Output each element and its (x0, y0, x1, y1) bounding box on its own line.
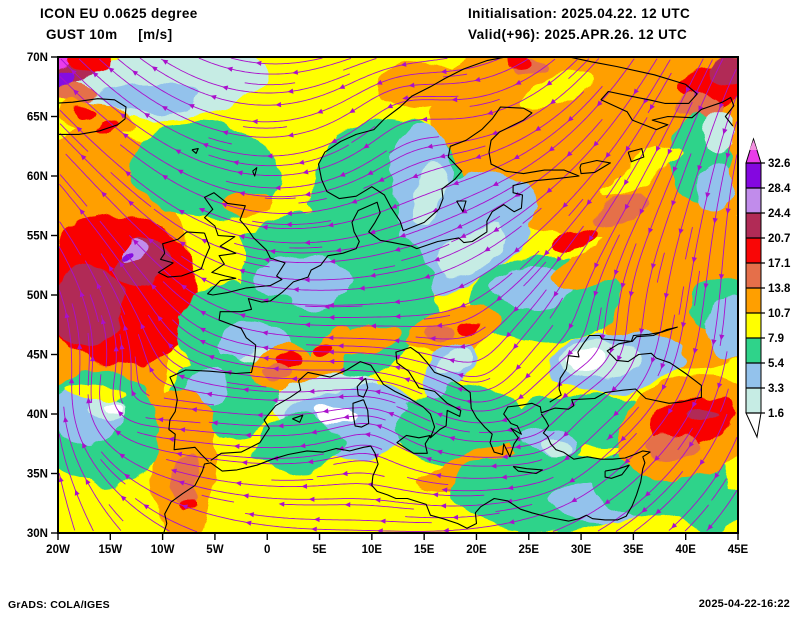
colorbar-segment (746, 163, 761, 188)
colorbar-segment (746, 263, 761, 288)
colorbar-segment (746, 313, 761, 338)
colorbar-segment (746, 213, 761, 238)
colorbar-over-tip (749, 140, 757, 150)
colorbar-tick-label: 10.7 (768, 308, 790, 320)
colorbar-tick-label: 24.4 (768, 208, 791, 220)
lon-tick-label: 5W (206, 544, 223, 556)
lon-tick-label: 45E (728, 544, 749, 556)
colorbar-legend: 32.6 28.4 24.4 20.7 17.1 13.8 10.7 7.9 5.4 3.3 1.6 (745, 137, 791, 439)
lat-tick-label: 50N (27, 290, 48, 302)
lon-tick-label: 15W (98, 544, 122, 556)
colorbar-tick-label: 1.6 (768, 408, 784, 420)
colorbar-tick-label: 13.8 (768, 283, 791, 295)
lat-tick-label: 65N (27, 112, 48, 124)
colorbar-tick-label: 20.7 (768, 233, 790, 245)
colorbar-segment (746, 238, 761, 263)
lat-tick-label: 35N (27, 469, 48, 481)
lat-tick-label: 45N (27, 350, 48, 362)
colorbar-tick-label: 32.6 (768, 158, 790, 170)
lon-tick-label: 25E (519, 544, 540, 556)
lon-tick-label: 35E (623, 544, 644, 556)
colorbar-segment (746, 188, 761, 213)
lon-tick-label: 10E (362, 544, 383, 556)
colorbar-segment (746, 363, 761, 388)
init-time-label: Initialisation: 2025.04.22. 12 UTC (468, 6, 691, 21)
wind-streamlines (58, 57, 738, 533)
colorbar-tick-label: 7.9 (768, 333, 784, 345)
streamline-paths (58, 57, 738, 533)
creation-timestamp: 2025-04-22-16:22 (698, 598, 790, 610)
colorbar-segment (746, 338, 761, 363)
grads-stamp: GrADS: COLA/IGES (8, 599, 110, 611)
colorbar-segment (746, 288, 761, 313)
colorbar-tick-label: 28.4 (768, 183, 791, 195)
latitude-axis: 70N 65N 60N 55N 50N 45N 40N 35N 30N (27, 52, 58, 540)
lon-tick-label: 0 (264, 544, 270, 556)
colorbar-tick-label: 17.1 (768, 258, 791, 270)
lat-tick-label: 40N (27, 409, 48, 421)
lon-tick-label: 40E (675, 544, 696, 556)
lon-tick-label: 30E (571, 544, 592, 556)
coastline-path (58, 57, 735, 533)
lon-tick-label: 15E (414, 544, 435, 556)
lon-tick-label: 5E (312, 544, 326, 556)
model-title: ICON EU 0.0625 degree (40, 6, 198, 21)
colorbar-tick-label: 3.3 (768, 383, 784, 395)
coastlines (58, 57, 735, 533)
longitude-axis: 20W 15W 10W 5W 0 5E 10E 15E 20E 25E 30E 35E 40E 45E (46, 533, 749, 556)
colorbar-under-arrow (745, 412, 762, 439)
lat-tick-label: 60N (27, 171, 48, 183)
colorbar-segment (746, 388, 761, 413)
lat-tick-label: 55N (27, 231, 48, 243)
lon-tick-label: 10W (151, 544, 175, 556)
colorbar-tick-label: 5.4 (768, 358, 785, 370)
valid-time-label: Valid(+96): 2025.APR.26. 12 UTC (468, 27, 688, 42)
lat-tick-label: 70N (27, 52, 48, 64)
variable-title: GUST 10m [m/s] (46, 27, 173, 42)
lat-tick-label: 30N (27, 528, 48, 540)
lon-tick-label: 20W (46, 544, 70, 556)
lon-tick-label: 20E (466, 544, 487, 556)
